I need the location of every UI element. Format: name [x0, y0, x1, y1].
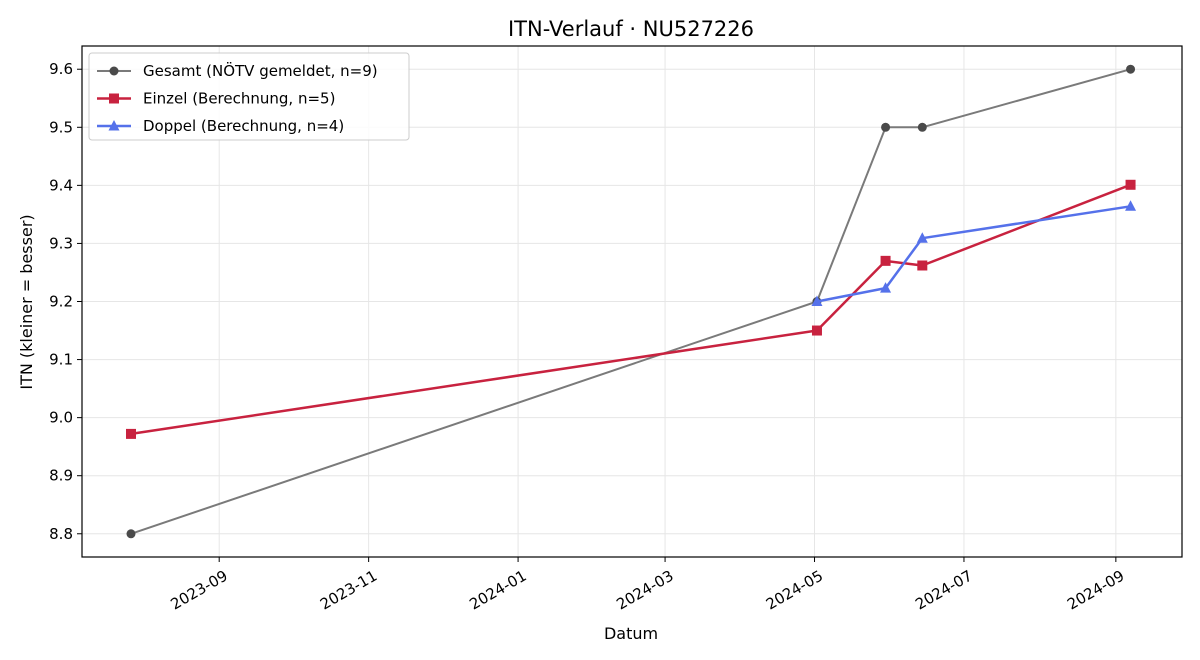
series-3 [811, 200, 1137, 306]
legend-label: Doppel (Berechnung, n=4) [143, 117, 344, 135]
data-point [1125, 200, 1137, 211]
data-point [880, 255, 891, 266]
legend-item: Doppel (Berechnung, n=4) [97, 117, 344, 135]
series-line [816, 205, 1131, 303]
data-point [917, 260, 928, 271]
x-axis-label: Datum [604, 624, 658, 643]
legend: Gesamt (NÖTV gemeldet, n=9) Einzel (Berec… [88, 52, 410, 141]
legend-swatch-marker [109, 93, 119, 104]
y-tick-label: 9.6 [49, 60, 73, 78]
y-tick-label: 9.0 [49, 409, 73, 427]
y-tick-label: 9.1 [49, 351, 73, 369]
legend-label: Einzel (Berechnung, n=5) [143, 90, 335, 108]
legend-item: Gesamt (NÖTV gemeldet, n=9) [97, 61, 378, 80]
data-point [881, 122, 891, 132]
data-point [125, 428, 136, 439]
y-tick-label: 9.4 [49, 176, 73, 194]
series-layer [125, 64, 1137, 539]
legend-swatch-marker [108, 120, 120, 131]
data-point [916, 232, 928, 243]
chart-title: ITN-Verlauf · NU527226 [508, 17, 754, 41]
y-axis-label: ITN (kleiner = besser) [17, 214, 36, 389]
y-tick-label: 9.5 [49, 118, 73, 136]
data-point [126, 529, 136, 539]
y-tick-label: 8.9 [49, 467, 73, 485]
legend-swatch-marker [109, 66, 119, 76]
series-2 [125, 179, 1136, 439]
data-point [811, 325, 822, 336]
data-point [880, 282, 892, 293]
data-point [1126, 64, 1136, 74]
y-tick-label: 9.3 [49, 234, 73, 252]
y-tick-label: 8.8 [49, 525, 73, 543]
data-point [1125, 179, 1136, 190]
y-tick-label: 9.2 [49, 293, 73, 311]
legend-box [88, 52, 410, 141]
legend-item: Einzel (Berechnung, n=5) [97, 90, 335, 108]
data-point [917, 122, 927, 132]
legend-label: Gesamt (NÖTV gemeldet, n=9) [143, 61, 378, 80]
data-point [811, 295, 823, 306]
